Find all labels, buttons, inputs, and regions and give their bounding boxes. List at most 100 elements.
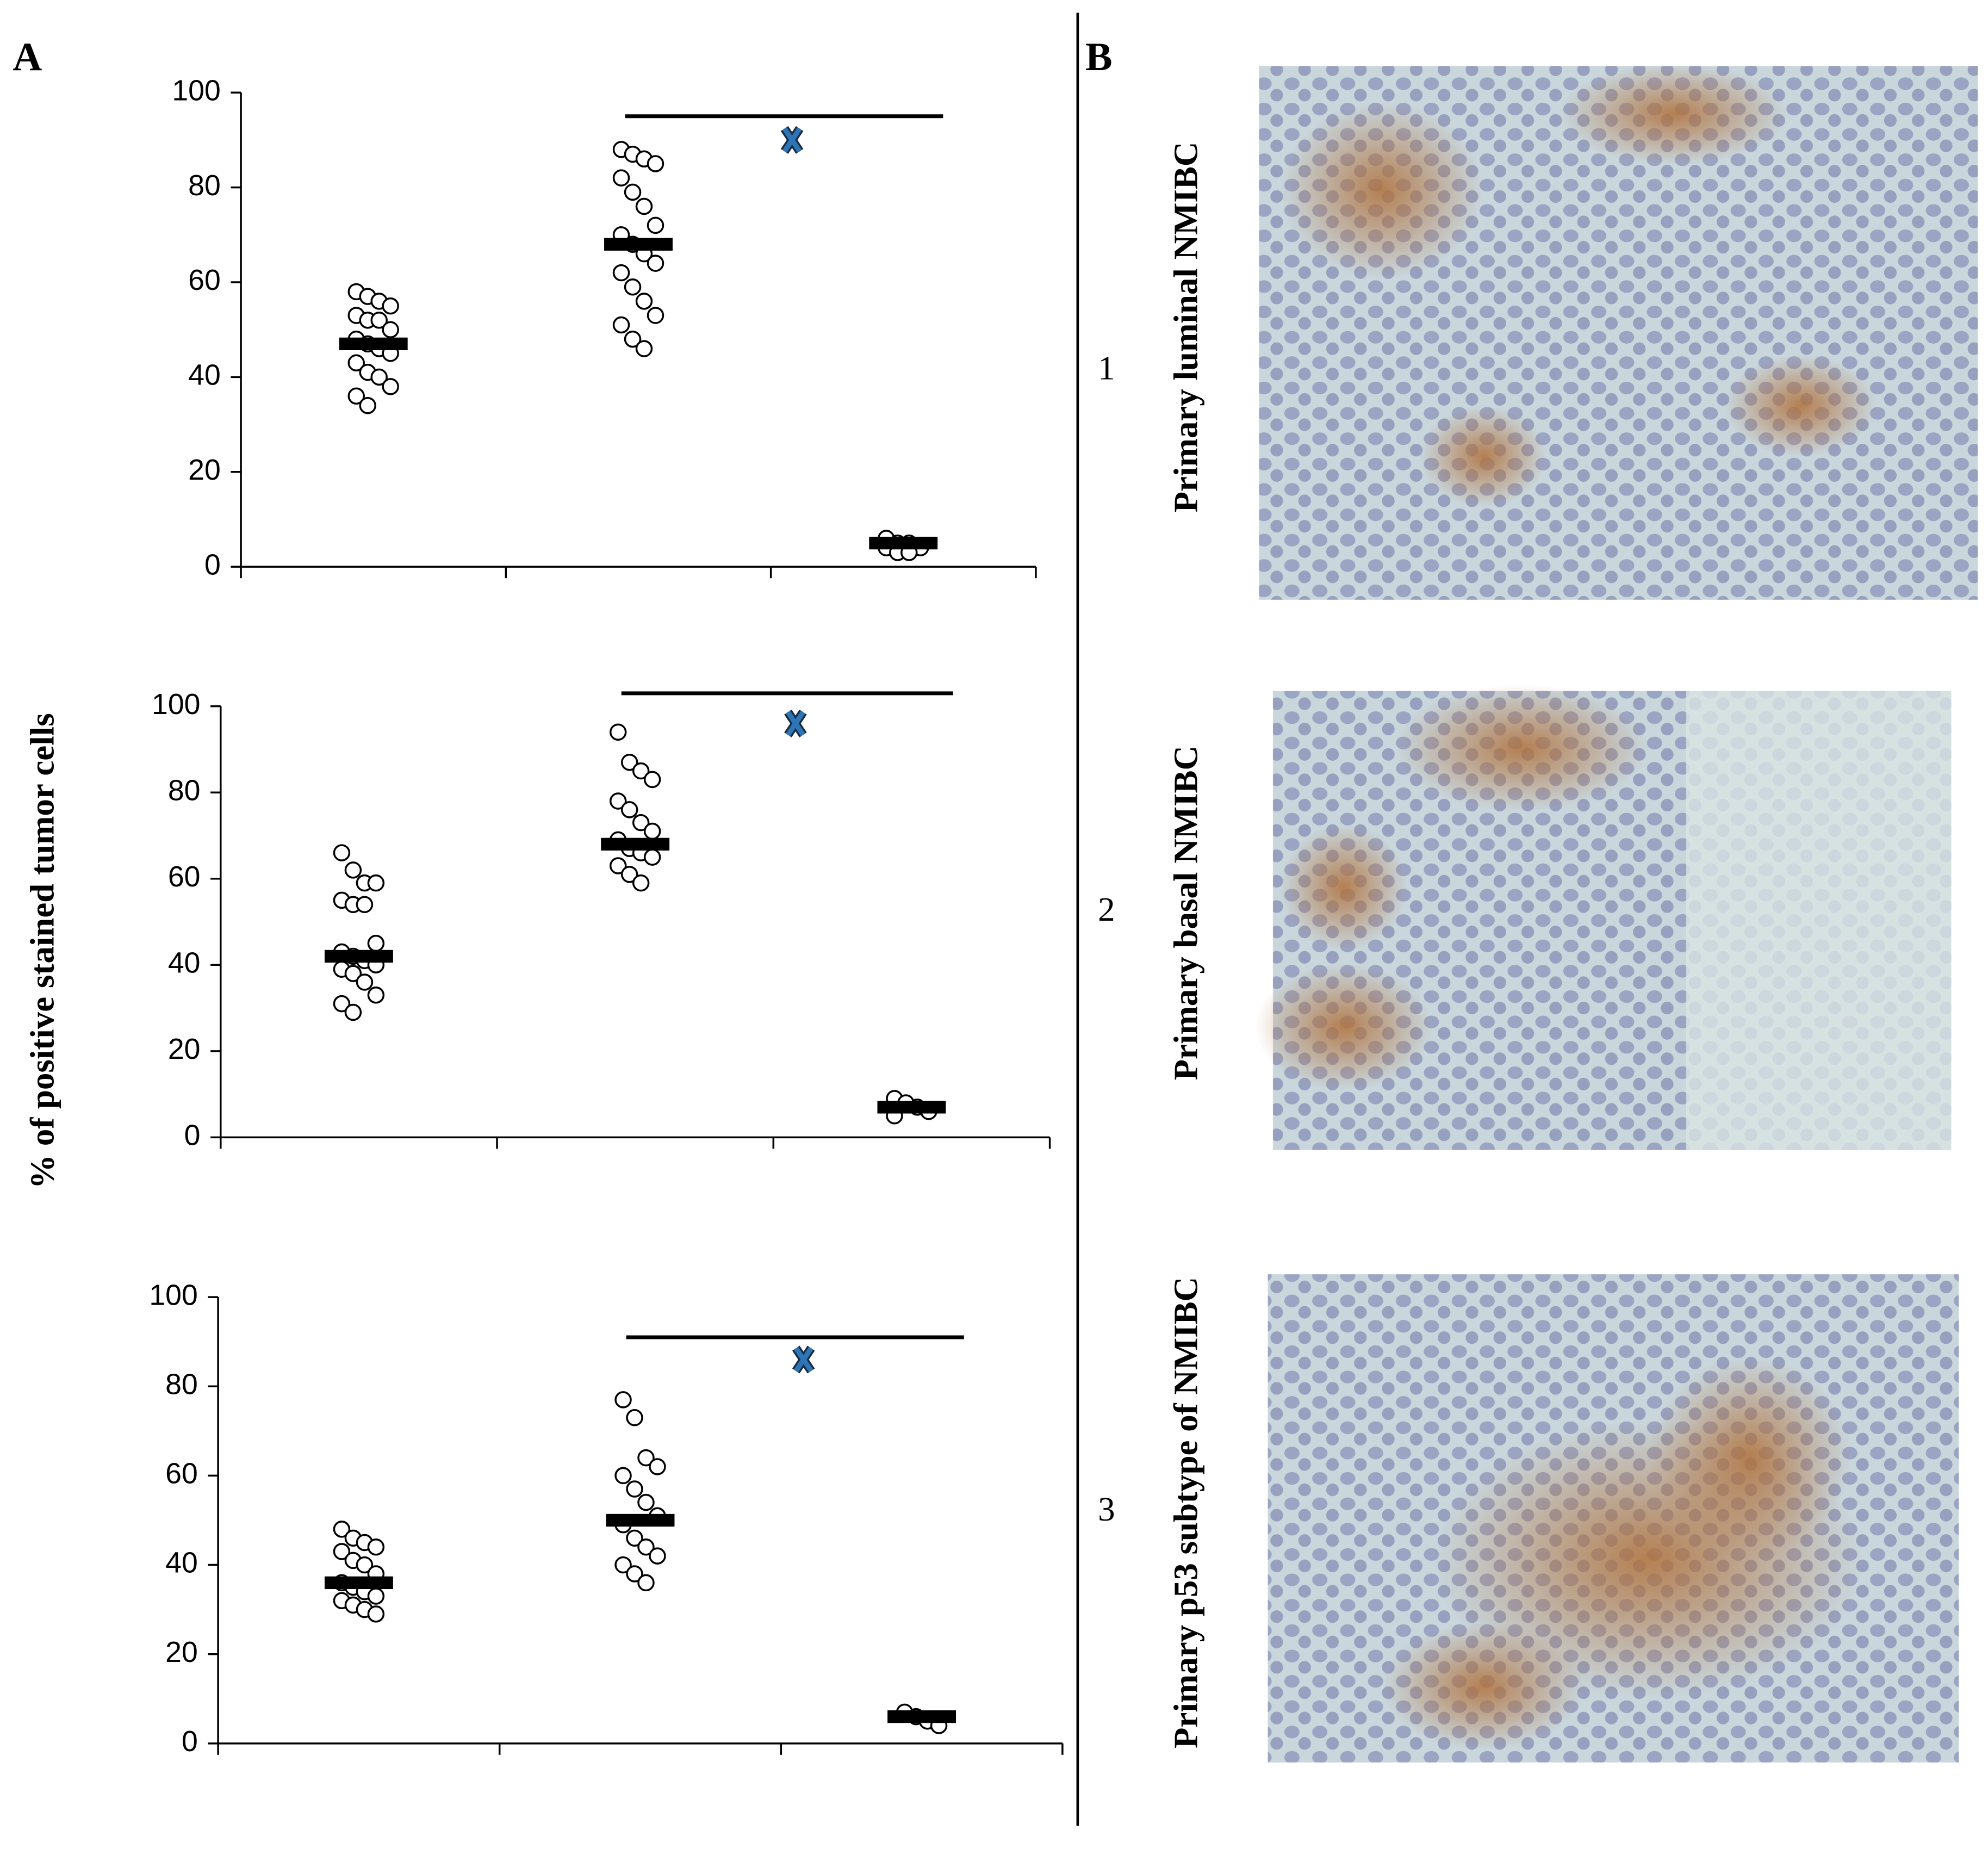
data-point <box>635 293 653 310</box>
data-point <box>626 1480 643 1498</box>
row-number: 2 <box>1098 890 1115 928</box>
data-point <box>632 762 650 780</box>
mean-bar <box>601 837 670 851</box>
y-axis-label: % of positive stained tumor cells <box>23 713 61 1189</box>
data-point <box>356 1556 374 1574</box>
panel-label: B <box>1085 35 1113 79</box>
data-point <box>347 387 365 405</box>
y-tick-label: 0 <box>182 1725 198 1758</box>
data-point <box>359 396 376 414</box>
data-point <box>635 197 653 215</box>
row-number: 1 <box>1098 349 1115 387</box>
marker-fill <box>782 127 802 153</box>
data-point <box>367 1538 385 1556</box>
data-point <box>344 861 362 879</box>
data-point <box>614 1391 632 1409</box>
data-point <box>382 321 399 338</box>
data-point <box>382 378 399 395</box>
marker-fill <box>793 1347 813 1373</box>
y-tick-label: 60 <box>165 1457 198 1490</box>
data-point <box>367 874 385 892</box>
y-tick-label: 80 <box>165 1368 198 1400</box>
data-point <box>643 771 661 789</box>
data-point <box>626 1565 643 1583</box>
data-point <box>624 183 642 201</box>
marker-fill <box>786 710 805 736</box>
y-tick-label: 20 <box>168 1033 201 1065</box>
data-point <box>647 307 664 324</box>
significance-marker <box>780 126 804 154</box>
y-tick-label: 100 <box>149 1279 197 1311</box>
data-point <box>356 973 374 991</box>
micrograph <box>1259 63 1978 600</box>
data-point <box>333 1521 351 1538</box>
mean-bar <box>604 238 673 251</box>
y-tick-label: 20 <box>165 1636 198 1668</box>
y-tick-label: 0 <box>204 548 221 581</box>
data-point <box>609 792 627 810</box>
y-tick-label: 0 <box>184 1119 201 1152</box>
data-point <box>356 896 374 914</box>
data-point <box>344 965 362 982</box>
data-point <box>614 1467 632 1485</box>
y-tick-label: 60 <box>188 264 221 296</box>
data-point <box>649 1458 666 1475</box>
data-point <box>637 1493 655 1511</box>
row-caption: Primary p53 subtype of NMIBC <box>1167 1277 1205 1748</box>
y-tick-label: 40 <box>188 359 221 392</box>
data-point <box>637 1449 655 1467</box>
data-point <box>647 155 664 172</box>
data-point <box>620 866 638 883</box>
data-point <box>612 316 630 334</box>
data-point <box>609 857 627 874</box>
y-tick-label: 100 <box>172 74 220 107</box>
panel-label: A <box>13 35 42 79</box>
data-point <box>643 822 661 840</box>
data-point <box>367 1587 385 1605</box>
significance-marker <box>792 1345 815 1374</box>
data-point <box>370 312 388 329</box>
data-point <box>612 264 630 282</box>
significance-marker <box>784 709 807 737</box>
data-point <box>632 874 650 892</box>
data-point <box>614 1556 632 1574</box>
row-number: 3 <box>1098 1490 1115 1528</box>
data-point <box>367 987 385 1004</box>
y-tick-label: 80 <box>188 169 221 202</box>
data-point <box>382 297 399 315</box>
mean-bar <box>869 536 938 550</box>
data-point <box>333 1543 351 1560</box>
mean-bar <box>339 337 408 351</box>
data-point <box>624 330 642 348</box>
data-point <box>367 934 385 952</box>
data-point <box>624 278 642 296</box>
data-point <box>344 1003 362 1021</box>
data-point <box>347 354 365 371</box>
y-tick-label: 40 <box>165 1547 198 1579</box>
micrograph <box>1255 685 1952 1150</box>
y-tick-label: 80 <box>168 774 201 806</box>
data-point <box>626 1409 643 1426</box>
mean-bar <box>887 1710 956 1723</box>
y-tick-label: 100 <box>152 688 200 721</box>
micrograph <box>1268 1274 1959 1763</box>
data-point <box>635 340 653 357</box>
data-point <box>620 801 638 818</box>
row-caption: Primary luminal NMIBC <box>1167 142 1205 513</box>
mean-bar <box>324 1576 393 1590</box>
data-point <box>370 368 388 386</box>
data-point <box>620 753 638 771</box>
data-point <box>333 995 351 1013</box>
data-point <box>647 216 664 234</box>
data-point <box>612 169 630 187</box>
data-point <box>367 1605 385 1623</box>
row-caption: Primary basal NMIBC <box>1167 746 1205 1080</box>
data-point <box>632 814 650 832</box>
data-point <box>643 848 661 866</box>
mean-bar <box>324 950 393 963</box>
data-point <box>609 723 627 741</box>
data-point <box>637 1538 655 1556</box>
y-tick-label: 60 <box>168 860 201 893</box>
mean-bar <box>606 1513 675 1527</box>
